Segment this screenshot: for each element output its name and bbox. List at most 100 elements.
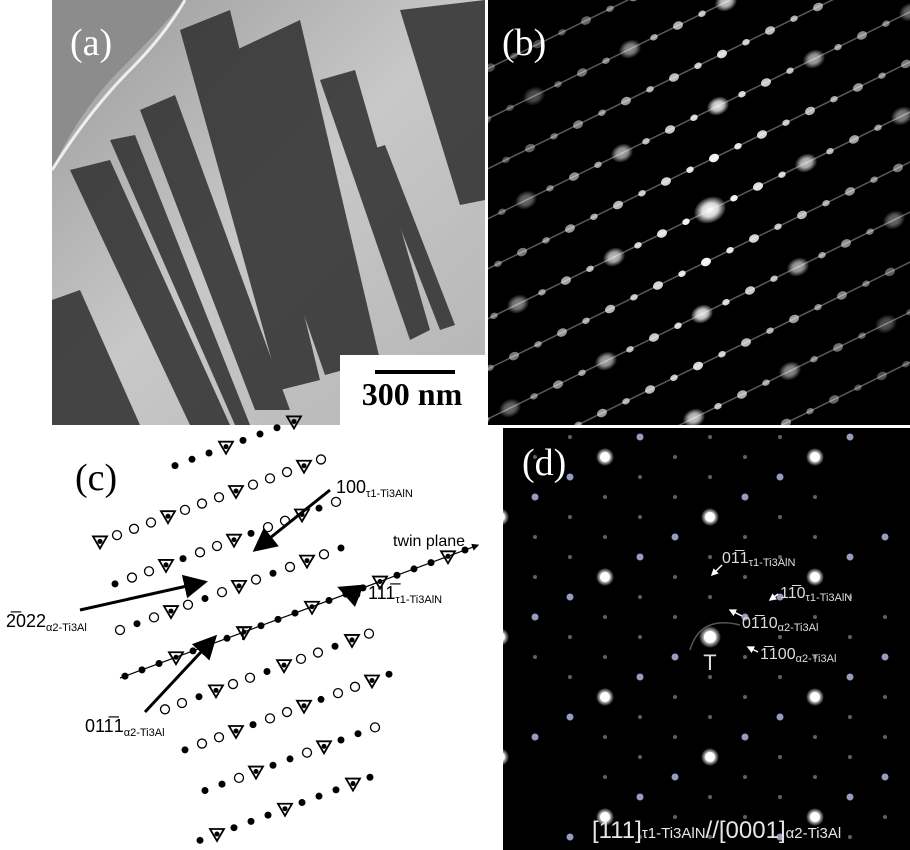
dot [318, 696, 325, 703]
dot [326, 597, 333, 604]
index: 11̅0 [780, 584, 806, 602]
spot [743, 695, 747, 699]
spot [492, 558, 505, 570]
twin-mark: T [238, 624, 249, 644]
spot [672, 774, 679, 781]
dot [302, 703, 307, 708]
spot [603, 495, 607, 499]
circle [235, 773, 244, 782]
circle [116, 626, 125, 635]
dot [283, 806, 288, 811]
dot [428, 559, 435, 566]
spot [638, 755, 642, 759]
figure: 300 nm (a) (b) (c) twin plane T 100τ1-Ti… [0, 0, 910, 850]
dot [292, 610, 299, 617]
spot [498, 475, 502, 479]
dot [350, 637, 355, 642]
spot [847, 674, 854, 681]
dot [360, 584, 367, 591]
spot [708, 795, 712, 799]
spot [637, 794, 644, 801]
dot [287, 755, 294, 762]
dot [386, 671, 393, 678]
dot [172, 462, 179, 469]
spot-core [600, 452, 610, 462]
dot [302, 463, 307, 468]
spot [742, 734, 749, 741]
dot [234, 488, 239, 493]
dot [224, 635, 231, 642]
spot [491, 508, 509, 526]
dot [219, 781, 226, 788]
spot [778, 435, 782, 439]
spot [847, 554, 854, 561]
dot [240, 437, 247, 444]
spot [673, 695, 677, 699]
spot-core [810, 812, 820, 822]
spot [673, 615, 677, 619]
spot [813, 615, 817, 619]
spot [498, 595, 502, 599]
spot [498, 555, 502, 559]
dot [190, 647, 197, 654]
spot [882, 774, 889, 781]
spot [778, 795, 782, 799]
spot [568, 635, 572, 639]
dot [250, 721, 257, 728]
spot [452, 478, 465, 490]
circle [317, 455, 326, 464]
spot [533, 655, 537, 659]
dot [322, 744, 327, 749]
spot [672, 654, 679, 661]
spot [708, 595, 712, 599]
phase: α2-Ti3Al [46, 622, 87, 634]
dot [351, 781, 356, 786]
spot [567, 834, 574, 841]
spot [477, 467, 487, 476]
spot [533, 575, 537, 579]
dot [156, 660, 163, 667]
index: 01̅1 [722, 549, 749, 567]
spot [813, 535, 817, 539]
spot-core [705, 752, 715, 762]
dot [316, 505, 323, 512]
circle [128, 573, 137, 582]
spot [638, 475, 642, 479]
scale-bar-label: 300 nm [362, 376, 463, 412]
spot [742, 494, 749, 501]
spot [532, 614, 539, 621]
annotation: 111̅τ1-Ti3AlN [368, 583, 442, 606]
spot [672, 534, 679, 541]
spot [778, 515, 782, 519]
spot [532, 494, 539, 501]
circle [218, 588, 227, 597]
dot [234, 728, 239, 733]
twin-plane-label: twin plane [393, 533, 465, 550]
circle [266, 714, 275, 723]
zone-second: //[0001] [706, 817, 786, 844]
circle [334, 689, 343, 698]
spot [603, 655, 607, 659]
panel-c: (c) twin plane T 100τ1-Ti3AlN 111̅τ1-Ti3… [6, 416, 478, 843]
dot [189, 456, 196, 463]
index: 100 [336, 477, 366, 497]
index: 2̅022 [6, 611, 46, 631]
spot [568, 515, 572, 519]
circle [286, 562, 295, 571]
panel-d: (d) T 01̅1τ1-Ti3AlN 11̅0τ1-Ti3AlN 01̅10α… [491, 428, 910, 850]
index: 011̅1 [85, 716, 124, 736]
spot [673, 735, 677, 739]
dot [248, 818, 255, 825]
spot [848, 755, 852, 759]
dot [264, 668, 271, 675]
dot [305, 558, 310, 563]
circle [332, 497, 341, 506]
circle [297, 654, 306, 663]
spot [491, 628, 509, 646]
dot [98, 539, 103, 544]
spot [533, 535, 537, 539]
dot [254, 769, 259, 774]
circle [184, 600, 193, 609]
dot [370, 678, 375, 683]
spot [848, 835, 852, 839]
